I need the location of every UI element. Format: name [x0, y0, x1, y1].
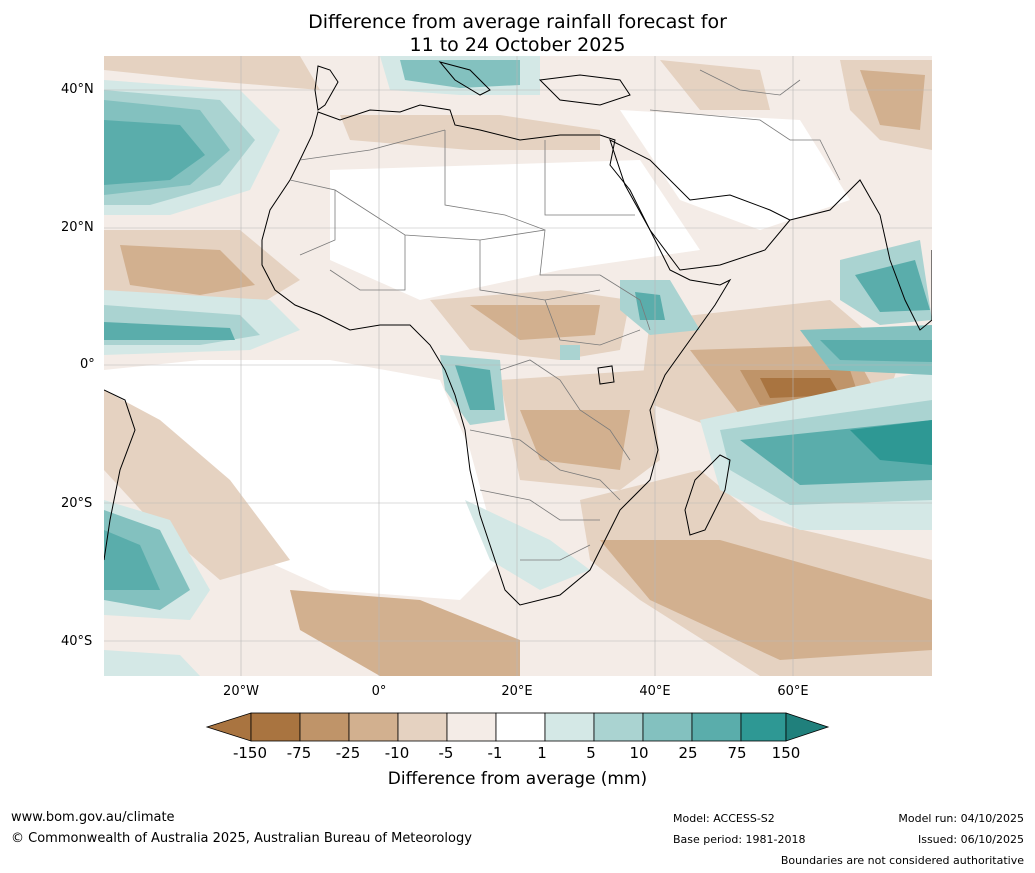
colorbar-arrow-left	[205, 712, 252, 742]
lon-label-20w: 20°W	[223, 684, 259, 699]
colorbar-swatch	[348, 712, 399, 742]
base-period: Base period: 1981-2018	[673, 833, 806, 846]
map-title-line1: Difference from average rainfall forecas…	[308, 11, 727, 33]
country-borders	[289, 69, 841, 561]
lat-label-40n: 40°N	[61, 82, 94, 97]
colorbar-tick: -150	[232, 744, 268, 762]
lon-label-20e: 20°E	[501, 684, 533, 699]
colorbar-tick: 150	[771, 744, 801, 762]
model-name: Model: ACCESS-S2	[673, 812, 775, 825]
colorbar-swatch	[642, 712, 693, 742]
lat-label-40s: 40°S	[61, 634, 93, 649]
model-run-date: Model run: 04/10/2025	[898, 812, 1024, 825]
coastlines	[104, 61, 932, 606]
colorbar-swatch	[691, 712, 742, 742]
colorbar-tick: 10	[629, 744, 649, 762]
copyright-text: © Commonwealth of Australia 2025, Austra…	[11, 831, 472, 846]
colorbar-swatch	[544, 712, 595, 742]
colorbar-tick: 75	[727, 744, 747, 762]
colorbar-label: Difference from average (mm)	[387, 769, 648, 789]
colorbar-swatch	[740, 712, 787, 742]
colorbar-swatch	[593, 712, 644, 742]
lat-label-20s: 20°S	[61, 496, 93, 511]
lat-label-equator: 0°	[80, 357, 95, 372]
colorbar-tick: -25	[335, 744, 361, 762]
lon-label-60e: 60°E	[777, 684, 809, 699]
colorbar-swatch	[495, 712, 546, 742]
lon-label-40e: 40°E	[639, 684, 671, 699]
boundary-disclaimer: Boundaries are not considered authoritat…	[780, 854, 1024, 867]
colorbar-tick: 1	[537, 744, 547, 762]
colorbar-tick: 5	[586, 744, 596, 762]
colorbar-swatch	[446, 712, 497, 742]
colorbar-tick: -1	[487, 744, 503, 762]
website-link[interactable]: www.bom.gov.au/climate	[11, 810, 175, 825]
colorbar-swatch	[397, 712, 448, 742]
issued-date: Issued: 06/10/2025	[917, 833, 1024, 846]
colorbar-tick: 25	[678, 744, 698, 762]
colorbar	[205, 712, 830, 742]
rainfall-field	[104, 56, 932, 676]
colorbar-arrow-right	[785, 712, 830, 742]
graticule	[104, 56, 932, 676]
colorbar-tick: -10	[384, 744, 410, 762]
lat-label-20n: 20°N	[61, 220, 94, 235]
colorbar-tick: -5	[438, 744, 454, 762]
colorbar-swatch	[250, 712, 301, 742]
colorbar-tick: -75	[286, 744, 312, 762]
lon-label-0: 0°	[371, 684, 387, 699]
colorbar-swatch	[299, 712, 350, 742]
map-title-line2: 11 to 24 October 2025	[409, 34, 626, 56]
